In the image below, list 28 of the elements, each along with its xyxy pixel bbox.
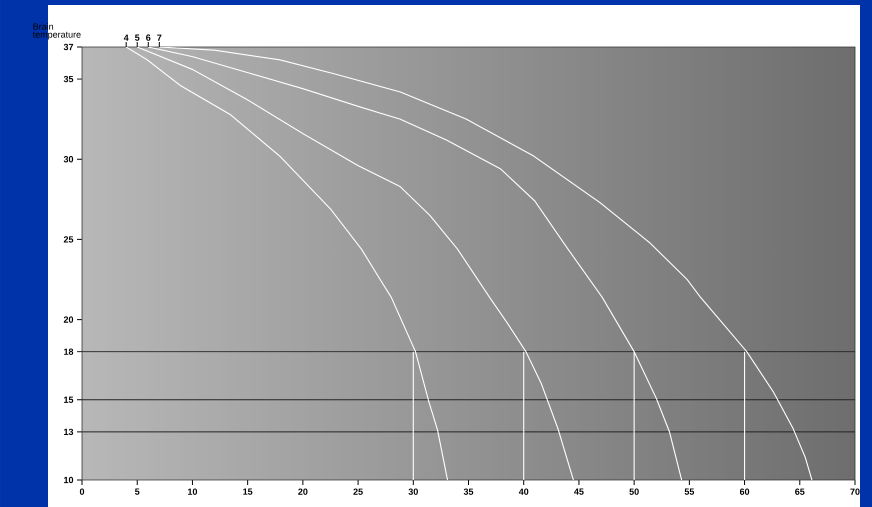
y-tick-label: 15 xyxy=(64,396,74,403)
x-tick-label: 40 xyxy=(518,488,528,495)
x2-tick-label: 4 xyxy=(124,34,129,41)
y-tick-label: 13 xyxy=(64,428,74,436)
y-tick-label: 35 xyxy=(64,76,74,82)
y-tick-label: 37 xyxy=(64,44,74,50)
x-tick-label: 10 xyxy=(188,488,198,495)
x-tick-label: 45 xyxy=(574,488,584,495)
x2-tick-label: 5 xyxy=(135,34,140,41)
x-tick-label: 20 xyxy=(298,488,308,495)
y-tick-label: 20 xyxy=(64,316,74,323)
y-tick-label: 25 xyxy=(64,236,74,243)
x-tick-label: 15 xyxy=(243,488,252,495)
x-tick-label: 35 xyxy=(464,488,474,495)
x-tick-label: 0 xyxy=(80,488,84,495)
x-tick-label: 65 xyxy=(795,488,805,495)
x2-tick-label: 7 xyxy=(157,34,162,41)
x-tick-label: 60 xyxy=(740,488,750,495)
y-tick-label: 10 xyxy=(64,476,74,484)
x2-tick-label: 6 xyxy=(146,34,150,41)
x-tick-label: 70 xyxy=(850,488,860,495)
x-tick-label: 25 xyxy=(353,488,363,495)
y-tick-label: 18 xyxy=(64,348,74,355)
x-tick-label: 5 xyxy=(135,488,140,495)
x-tick-label: 55 xyxy=(684,488,694,495)
x-tick-label: 50 xyxy=(629,488,639,495)
x-tick-label: 30 xyxy=(408,488,418,495)
y-tick-label: 30 xyxy=(64,156,74,162)
